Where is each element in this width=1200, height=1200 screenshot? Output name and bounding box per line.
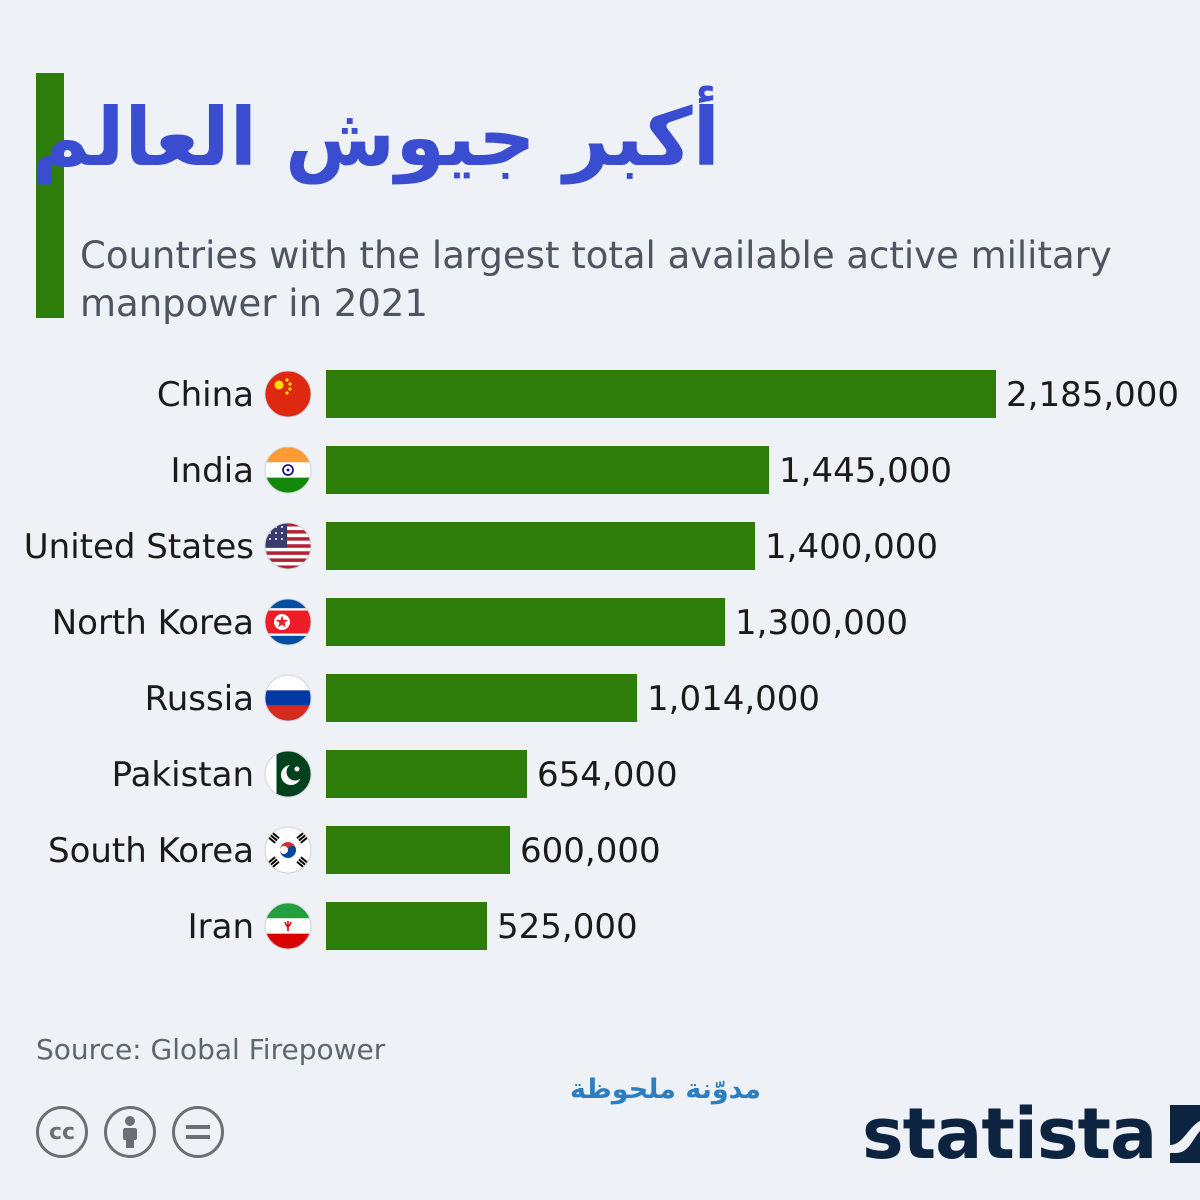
india-flag-icon [264,446,312,494]
value-label: 525,000 [497,907,638,947]
bar [326,446,769,494]
china-flag-icon [264,370,312,418]
bar [326,370,996,418]
attribution-icon[interactable] [104,1106,156,1158]
north-korea-flag-icon [264,598,312,646]
bar-row: North Korea 1,300,000 [52,598,908,646]
pakistan-flag-icon [264,750,312,798]
bar-row: South Korea 600,000 [48,826,661,874]
statista-mark-icon [1170,1105,1200,1163]
united-states-flag-icon [264,522,312,570]
category-label: Iran [188,907,254,947]
statista-logo[interactable]: statista [862,1096,1200,1172]
bar-row: India 1,445,000 [171,446,952,494]
brand-name: statista [862,1093,1157,1175]
bar-row: Russia 1,014,000 [145,674,820,722]
iran-flag-icon [264,902,312,950]
bar [326,826,510,874]
accent-bar [36,73,64,318]
value-label: 2,185,000 [1006,375,1179,415]
south-korea-flag-icon [264,826,312,874]
category-label: China [157,375,254,415]
category-label: South Korea [48,831,254,871]
category-label: Russia [145,679,254,719]
source-note: Source: Global Firepower [36,1033,386,1066]
bar [326,598,725,646]
bar-row: Pakistan 654,000 [112,750,678,798]
value-label: 1,445,000 [779,451,952,491]
bar-row: Iran 525,000 [188,902,638,950]
cc-icon[interactable]: cc [36,1106,88,1158]
bar [326,674,637,722]
bar [326,902,487,950]
bar [326,522,755,570]
value-label: 600,000 [520,831,661,871]
license-icons: cc [36,1106,224,1162]
no-derivatives-icon[interactable] [172,1106,224,1158]
bar [326,750,527,798]
bar-chart: China 2,185,000 India 1,445,000 United State… [24,370,1179,950]
category-label: Pakistan [112,755,254,795]
value-label: 1,400,000 [765,527,938,567]
chart-subtitle: Countries with the largest total availab… [80,234,1112,325]
value-label: 654,000 [537,755,678,795]
chart-title: أكبر جيوش العالم [31,91,720,184]
bar-row: China 2,185,000 [157,370,1179,418]
russia-flag-icon [264,674,312,722]
value-label: 1,300,000 [735,603,908,643]
category-label: North Korea [52,603,254,643]
bar-row: United States 1,400,000 [24,522,938,570]
category-label: India [171,451,254,491]
value-label: 1,014,000 [647,679,820,719]
category-label: United States [24,527,254,567]
watermark-text: مدوّنة ملحوظة [570,1074,761,1105]
